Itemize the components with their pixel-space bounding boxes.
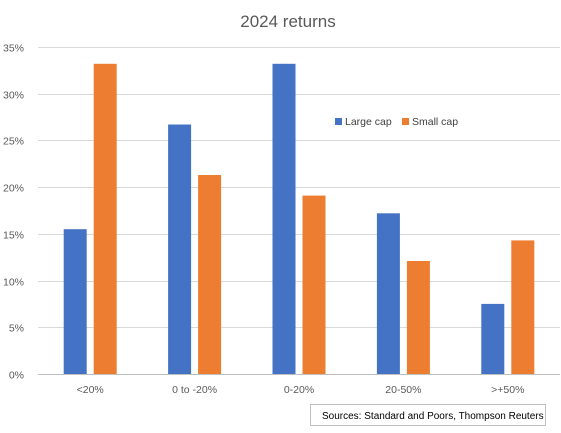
chart-title: 2024 returns [240,12,335,31]
y-tick-label: 35% [3,43,24,55]
gridlines [38,47,560,375]
bar-small-cap [406,261,430,374]
y-tick-label: 15% [3,230,24,242]
y-tick-label: 25% [3,136,24,148]
legend-label: Large cap [345,116,392,128]
source-annotation: Sources: Standard and Poors, Thompson Re… [310,404,546,426]
y-tick-label: 10% [3,277,24,289]
bar-small-cap [198,175,222,374]
bar-large-cap [481,303,505,374]
legend: Large cap Small cap [335,116,458,128]
bar-small-cap [302,195,326,374]
bar-large-cap [168,124,192,374]
legend-swatch [335,118,342,125]
x-tick-label: 0-20% [284,384,314,396]
y-tick-label: 5% [9,323,24,335]
y-tick-label: 20% [3,183,24,195]
y-tick-label: 30% [3,90,24,102]
bar-large-cap [272,63,296,375]
bar-small-cap [93,63,117,375]
x-axis-ticks: <20% 0 to -20% 0-20% 20-50% >+50% [77,384,525,396]
x-tick-label: 20-50% [385,384,421,396]
source-text: Sources: Standard and Poors, Thompson Re… [322,411,544,422]
legend-label: Small cap [412,116,458,128]
y-axis-ticks: 0% 5% 10% 15% 20% 25% 30% 35% [3,43,24,382]
bars [63,63,535,375]
source-box [310,404,546,426]
bar-large-cap [63,229,87,374]
x-tick-label: >+50% [491,384,524,396]
x-tick-label: <20% [77,384,104,396]
y-tick-label: 0% [9,370,24,382]
bar-large-cap [376,213,400,374]
legend-swatch [402,118,409,125]
x-tick-label: 0 to -20% [172,384,217,396]
bar-small-cap [511,240,535,374]
